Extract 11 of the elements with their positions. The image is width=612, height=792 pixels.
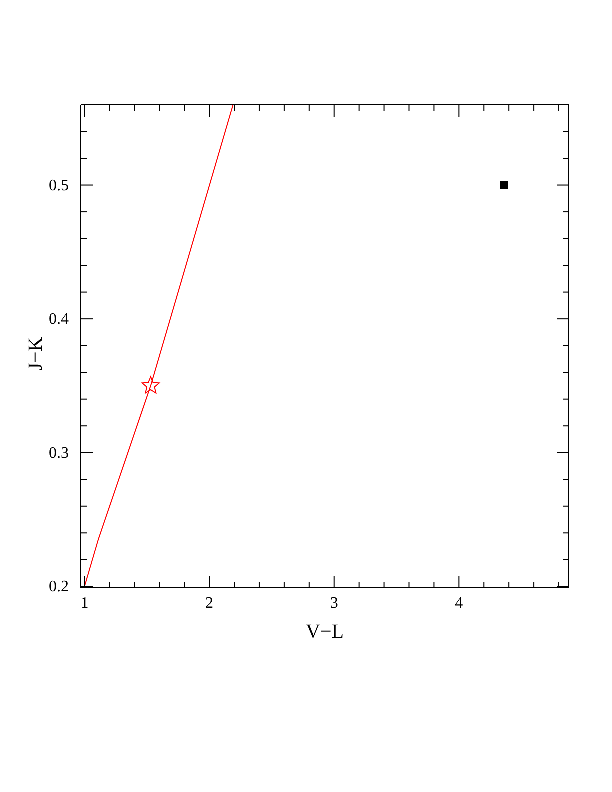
x-tick-label: 1 [80, 595, 89, 612]
x-tick-label: 4 [455, 595, 464, 612]
y-tick-label: 0.2 [49, 578, 69, 596]
y-tick-label: 0.5 [49, 177, 69, 194]
y-tick-label: 0.4 [49, 311, 69, 328]
line-series [84, 105, 234, 588]
x-axis-title: V−L [306, 621, 344, 643]
y-axis-title: J−K [25, 336, 47, 371]
x-tick-label: 3 [330, 595, 338, 612]
x-tick-label: 2 [206, 595, 214, 612]
y-tick-label: 0.3 [49, 444, 69, 462]
